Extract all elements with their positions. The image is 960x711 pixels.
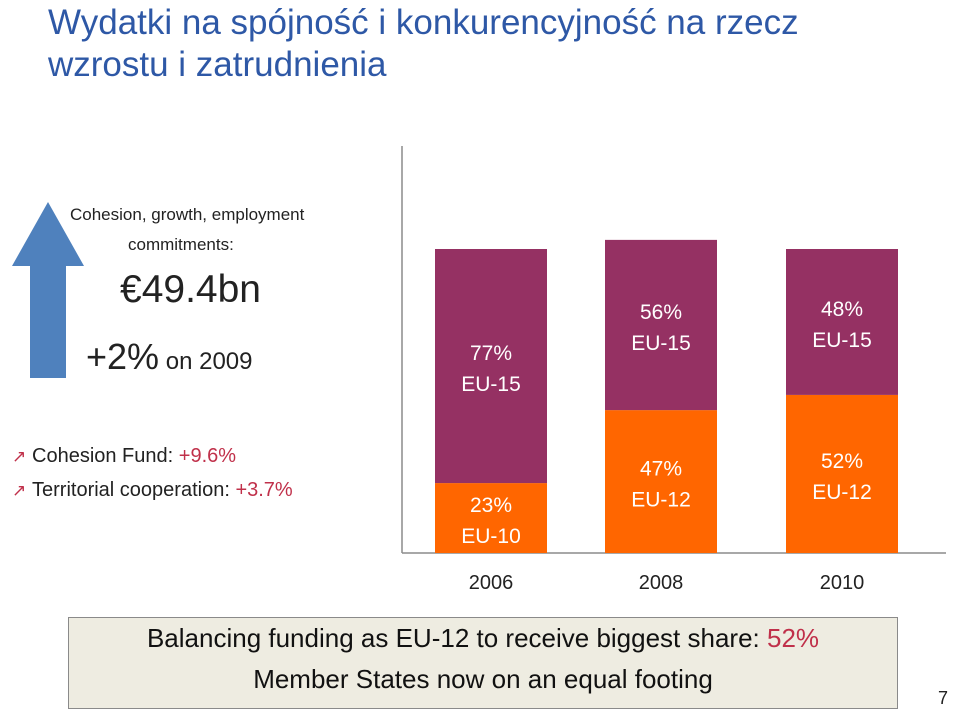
data-label-percent: 48% <box>821 298 863 321</box>
bullet-label: Cohesion Fund: <box>32 445 179 467</box>
up-arrow-shape <box>12 202 84 378</box>
data-label-percent: 77% <box>470 342 512 365</box>
up-right-arrow-icon: ↗ <box>12 447 27 466</box>
kpi-caption: Cohesion, growth, employment <box>70 205 305 224</box>
bullet-territorial-cooperation: ↗ Territorial cooperation: +3.7% <box>12 479 293 502</box>
data-label-group: EU-15 <box>461 373 521 396</box>
footnote-line-1-text: Balancing funding as EU-12 to receive bi… <box>146 623 767 653</box>
bar-segment <box>435 249 547 484</box>
bar-segment <box>786 249 898 395</box>
footnote-line-2: Member States now on an equal footing <box>253 664 713 694</box>
data-label-group: EU-15 <box>631 332 691 355</box>
bar-segment <box>435 483 547 553</box>
kpi-amount: €49.4bn <box>120 268 261 311</box>
x-tick-label: 2010 <box>820 572 865 594</box>
data-label-percent: 52% <box>821 450 863 473</box>
footnote-box: Balancing funding as EU-12 to receive bi… <box>68 617 898 709</box>
data-label-percent: 23% <box>470 494 512 517</box>
footnote-highlight-value: 52% <box>767 623 820 653</box>
footnote-line-1: Balancing funding as EU-12 to receive bi… <box>69 618 897 659</box>
data-label-group: EU-12 <box>812 481 872 504</box>
kpi-change-value: +2% <box>86 336 160 377</box>
x-tick-label: 2008 <box>639 572 684 594</box>
x-tick-label: 2006 <box>469 572 514 594</box>
bar-segment <box>605 410 717 553</box>
data-label-group: EU-12 <box>631 489 691 512</box>
bar-segment <box>786 394 898 553</box>
page-number: 7 <box>938 688 949 708</box>
up-arrow-icon <box>12 202 84 378</box>
data-label-group: EU-10 <box>461 525 521 548</box>
up-right-arrow-icon: ↗ <box>12 481 27 500</box>
bullet-value: +3.7% <box>235 479 293 501</box>
bullet-cohesion-fund: ↗ Cohesion Fund: +9.6% <box>12 445 236 468</box>
slide-title: Wydatki na spójność i konkurencyjność na… <box>48 3 799 84</box>
bullet-label: Territorial cooperation: <box>32 479 236 501</box>
data-label-group: EU-15 <box>812 329 872 352</box>
kpi-change: +2% on 2009 <box>86 336 252 378</box>
bar-segment <box>605 239 717 411</box>
data-label-percent: 56% <box>640 301 682 324</box>
kpi-change-suffix: on 2009 <box>159 348 253 375</box>
data-label-percent: 47% <box>640 458 682 481</box>
bullet-value: +9.6% <box>178 445 237 467</box>
stacked-bar-chart: 23% EU-10 77% EU-15 2006 47% EU-12 56% EU-15 2008… <box>401 146 946 594</box>
kpi-caption-sub: commitments: <box>128 235 234 254</box>
